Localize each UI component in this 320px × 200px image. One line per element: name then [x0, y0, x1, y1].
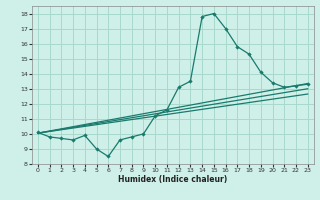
X-axis label: Humidex (Indice chaleur): Humidex (Indice chaleur) [118, 175, 228, 184]
